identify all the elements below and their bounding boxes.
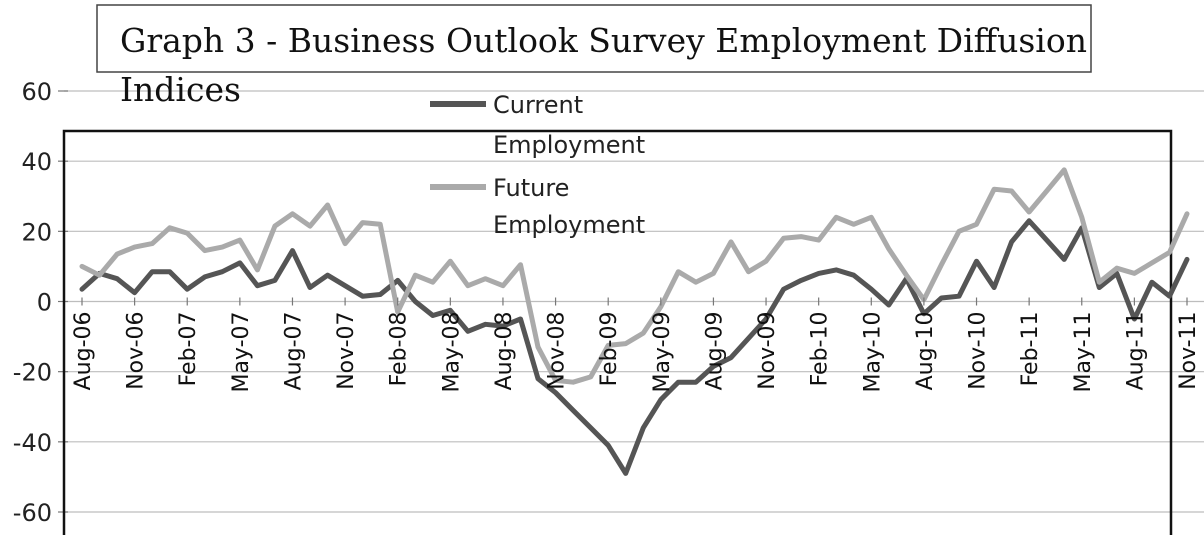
y-tick-label: 0 bbox=[37, 289, 52, 317]
x-tick-label: May-08 bbox=[439, 312, 464, 393]
x-tick-label: May-10 bbox=[860, 312, 885, 393]
x-tick-label: May-07 bbox=[229, 312, 254, 393]
legend-label-current-line-1: Current bbox=[493, 91, 583, 119]
x-tick-label: Aug-08 bbox=[492, 312, 517, 391]
x-tick-label: Feb-07 bbox=[176, 312, 201, 387]
legend-label-current-line-2: Employment bbox=[493, 131, 645, 159]
x-tick-label: Nov-08 bbox=[545, 312, 570, 390]
legend-label-future-line-2: Employment bbox=[493, 211, 645, 239]
x-tick-label: Nov-09 bbox=[755, 312, 780, 390]
x-tick-label: May-11 bbox=[1071, 312, 1096, 393]
x-tick-label: Feb-10 bbox=[808, 312, 833, 387]
x-tick-label: Aug-10 bbox=[913, 312, 938, 391]
y-tick-label: -40 bbox=[13, 429, 52, 457]
chart-title-line-1: Graph 3 - Business Outlook Survey Employ… bbox=[120, 21, 1087, 60]
series-line-current-employment bbox=[79, 218, 1190, 476]
y-tick-label: -20 bbox=[13, 359, 52, 387]
chart-title-line-2: Indices bbox=[120, 70, 241, 109]
x-tick-label: Nov-07 bbox=[334, 312, 359, 390]
x-tick-label: Nov-10 bbox=[966, 312, 991, 390]
title-frame bbox=[96, 4, 1092, 73]
x-tick-label: Aug-11 bbox=[1123, 312, 1148, 391]
series-line-future-employment bbox=[79, 167, 1190, 385]
legend: Current Employment Future Employment bbox=[430, 91, 645, 239]
x-tick-label: Aug-07 bbox=[282, 312, 307, 391]
plot-area-frame bbox=[62, 129, 1173, 535]
x-tick-label: Feb-09 bbox=[597, 312, 622, 387]
x-tick-label: Nov-06 bbox=[124, 312, 149, 390]
x-tick-label: May-09 bbox=[650, 312, 675, 393]
y-tick-label: 20 bbox=[21, 218, 52, 246]
legend-label-future-line-1: Future bbox=[493, 174, 569, 202]
title-box: Graph 3 - Business Outlook Survey Employ… bbox=[96, 4, 1092, 73]
y-tick-label: 40 bbox=[21, 148, 52, 176]
x-tick-label: Nov-11 bbox=[1176, 312, 1201, 390]
gridlines bbox=[58, 90, 1204, 513]
x-axis-tick-labels: Aug-06 Nov-06 Feb-07 May-07 Aug-07 Nov-07 Feb-… bbox=[71, 297, 1201, 393]
y-tick-label: -60 bbox=[13, 499, 52, 527]
x-tick-label: Feb-08 bbox=[387, 312, 412, 387]
y-axis-tick-labels: 60 40 20 0 -20 -40 -60 bbox=[13, 78, 52, 527]
x-tick-label: Feb-11 bbox=[1018, 312, 1043, 387]
series-lines bbox=[79, 167, 1190, 476]
x-tick-label: Aug-09 bbox=[702, 312, 727, 391]
x-tick-label: Aug-06 bbox=[71, 312, 96, 391]
y-tick-label: 60 bbox=[21, 78, 52, 106]
